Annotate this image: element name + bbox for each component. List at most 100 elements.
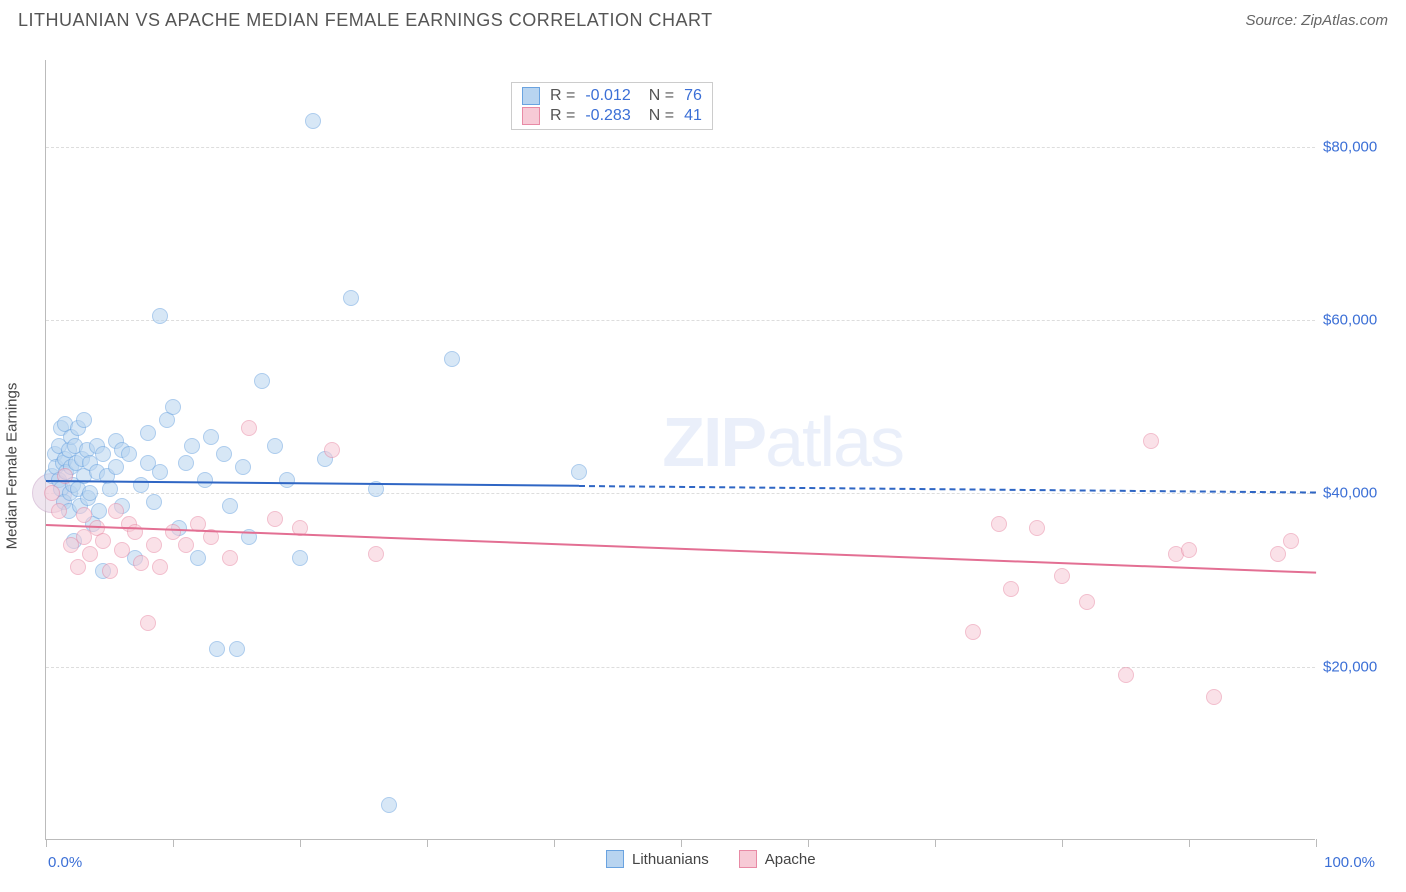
scatter-point-apache — [1270, 546, 1286, 562]
chart-title: LITHUANIAN VS APACHE MEDIAN FEMALE EARNI… — [18, 10, 713, 31]
stats-r-label: R = — [550, 87, 575, 105]
scatter-point-lithuanians — [209, 641, 225, 657]
legend-label: Apache — [765, 851, 816, 868]
regression-line-dashed — [579, 485, 1316, 494]
x-tick — [1189, 839, 1190, 847]
scatter-point-lithuanians — [146, 494, 162, 510]
x-min-label: 0.0% — [48, 854, 82, 871]
stats-n-value: 41 — [684, 107, 702, 125]
source-label: Source: ZipAtlas.com — [1245, 12, 1388, 29]
scatter-point-apache — [95, 533, 111, 549]
y-tick-label: $80,000 — [1323, 138, 1393, 155]
x-tick — [427, 839, 428, 847]
scatter-point-lithuanians — [76, 412, 92, 428]
x-tick — [46, 839, 47, 847]
scatter-point-apache — [241, 420, 257, 436]
scatter-point-lithuanians — [292, 550, 308, 566]
scatter-point-lithuanians — [133, 477, 149, 493]
scatter-point-apache — [1029, 520, 1045, 536]
scatter-point-apache — [222, 550, 238, 566]
gridline — [46, 320, 1315, 321]
scatter-point-apache — [1143, 433, 1159, 449]
scatter-point-apache — [146, 537, 162, 553]
swatch-icon — [522, 87, 540, 105]
header: LITHUANIAN VS APACHE MEDIAN FEMALE EARNI… — [0, 0, 1406, 37]
scatter-point-apache — [1181, 542, 1197, 558]
scatter-point-lithuanians — [190, 550, 206, 566]
scatter-point-lithuanians — [140, 425, 156, 441]
x-tick — [554, 839, 555, 847]
scatter-point-apache — [1118, 667, 1134, 683]
scatter-point-apache — [102, 563, 118, 579]
y-axis-label: Median Female Earnings — [4, 383, 21, 550]
scatter-point-lithuanians — [203, 429, 219, 445]
scatter-point-lithuanians — [102, 481, 118, 497]
scatter-point-apache — [82, 546, 98, 562]
swatch-icon — [606, 850, 624, 868]
scatter-point-lithuanians — [235, 459, 251, 475]
legend-label: Lithuanians — [632, 851, 709, 868]
scatter-point-lithuanians — [279, 472, 295, 488]
scatter-point-apache — [965, 624, 981, 640]
scatter-point-apache — [1054, 568, 1070, 584]
scatter-point-lithuanians — [121, 446, 137, 462]
x-tick — [808, 839, 809, 847]
scatter-point-apache — [991, 516, 1007, 532]
scatter-point-apache — [44, 485, 60, 501]
scatter-point-apache — [76, 507, 92, 523]
scatter-point-apache — [1206, 689, 1222, 705]
scatter-point-lithuanians — [91, 503, 107, 519]
scatter-point-lithuanians — [267, 438, 283, 454]
scatter-point-apache — [114, 542, 130, 558]
scatter-point-apache — [108, 503, 124, 519]
scatter-point-lithuanians — [152, 308, 168, 324]
scatter-point-apache — [70, 559, 86, 575]
stats-r-value: -0.012 — [585, 87, 630, 105]
gridline — [46, 493, 1315, 494]
scatter-point-apache — [324, 442, 340, 458]
regression-line — [46, 524, 1316, 574]
legend: Lithuanians Apache — [606, 850, 816, 868]
x-max-label: 100.0% — [1324, 854, 1375, 871]
scatter-point-lithuanians — [305, 113, 321, 129]
scatter-point-lithuanians — [108, 459, 124, 475]
scatter-point-lithuanians — [381, 797, 397, 813]
stats-r-label: R = — [550, 107, 575, 125]
scatter-point-apache — [178, 537, 194, 553]
chart-container: Median Female Earnings $20,000$40,000$60… — [0, 40, 1406, 892]
stats-n-value: 76 — [684, 87, 702, 105]
scatter-point-apache — [1079, 594, 1095, 610]
swatch-icon — [522, 107, 540, 125]
scatter-point-lithuanians — [197, 472, 213, 488]
plot-area: $20,000$40,000$60,000$80,0000.0%100.0%ZI… — [45, 60, 1315, 840]
stats-row-apache: R =-0.283N =41 — [522, 107, 702, 125]
scatter-point-apache — [133, 555, 149, 571]
x-tick — [1062, 839, 1063, 847]
scatter-point-lithuanians — [152, 464, 168, 480]
x-tick — [1316, 839, 1317, 847]
scatter-point-apache — [1003, 581, 1019, 597]
regression-line — [46, 480, 579, 487]
y-tick-label: $60,000 — [1323, 312, 1393, 329]
stats-r-value: -0.283 — [585, 107, 630, 125]
x-tick — [681, 839, 682, 847]
scatter-point-apache — [152, 559, 168, 575]
scatter-point-lithuanians — [254, 373, 270, 389]
scatter-point-lithuanians — [571, 464, 587, 480]
stats-row-lithuanians: R = -0.012 N = 76 — [522, 87, 702, 105]
scatter-point-lithuanians — [82, 485, 98, 501]
watermark: ZIPatlas — [662, 402, 903, 482]
scatter-point-lithuanians — [229, 641, 245, 657]
scatter-point-lithuanians — [343, 290, 359, 306]
legend-item-lithuanians: Lithuanians — [606, 850, 709, 868]
scatter-point-lithuanians — [184, 438, 200, 454]
scatter-point-apache — [267, 511, 283, 527]
stats-n-label: N = — [649, 87, 674, 105]
scatter-point-lithuanians — [165, 399, 181, 415]
y-tick-label: $20,000 — [1323, 658, 1393, 675]
legend-item-apache: Apache — [739, 850, 816, 868]
y-tick-label: $40,000 — [1323, 485, 1393, 502]
swatch-icon — [739, 850, 757, 868]
scatter-point-lithuanians — [216, 446, 232, 462]
scatter-point-apache — [368, 546, 384, 562]
